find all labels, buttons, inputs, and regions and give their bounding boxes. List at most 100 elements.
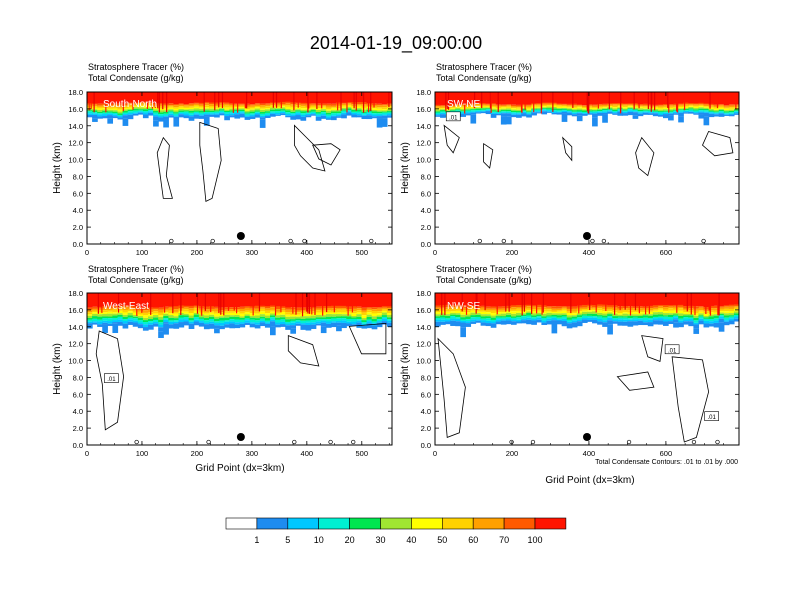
figure-title: 2014-01-19_09:00:00 (310, 33, 482, 54)
tracer-cell (541, 305, 548, 308)
tracer-cell (713, 310, 720, 313)
tracer-cell (708, 110, 715, 112)
tracer-cell (607, 314, 613, 317)
tracer-cell (310, 324, 317, 329)
tracer-cell (632, 115, 639, 119)
tracer-cell (356, 314, 363, 317)
tracer-cell (622, 103, 629, 105)
tracer-cell (173, 320, 180, 322)
tracer-cell (546, 102, 553, 104)
tracer-cell (526, 315, 532, 318)
tracer-cell (117, 116, 124, 118)
tracer-cell (475, 320, 482, 323)
tracer-cell (183, 105, 190, 107)
tracer-cell (581, 113, 588, 114)
tracer-cell (678, 308, 684, 311)
tracer-cell (663, 114, 669, 119)
tracer-cell (718, 313, 725, 316)
tracer-cell (490, 321, 497, 324)
tracer-cell (728, 107, 735, 109)
tracer-cell (320, 114, 327, 116)
tracer-cell (229, 110, 236, 112)
tracer-cell (480, 103, 487, 105)
tracer-cell (193, 110, 200, 112)
tracer-cell (341, 112, 347, 115)
tracer-cell (386, 320, 392, 323)
tracer-cell (678, 110, 684, 112)
tracer-cell (511, 107, 517, 109)
tracer-cell (188, 103, 195, 105)
tracer-cell (435, 307, 441, 310)
tracer-cell (275, 309, 281, 312)
tracer-cell (341, 316, 347, 319)
tracer-cell (576, 317, 583, 320)
tracer-cell (310, 107, 317, 109)
tracer-cell (188, 112, 195, 115)
tracer-cell (361, 293, 368, 308)
tracer-cell (275, 324, 281, 328)
tracer-cell (602, 112, 608, 115)
tracer-cell (698, 315, 705, 317)
tracer-cell (300, 311, 307, 314)
tracer-cell (607, 317, 613, 321)
tracer-cell (688, 111, 694, 113)
tracer-cell (148, 107, 154, 109)
tracer-cell (229, 321, 236, 324)
tracer-cell (500, 107, 507, 109)
tracer-cell (592, 117, 598, 127)
tracer-cell (587, 108, 593, 111)
tracer-cell (440, 109, 446, 111)
condensate-contour (691, 439, 697, 445)
tracer-cell (566, 315, 573, 318)
panel-label-line-1: Stratosphere Tracer (%) (436, 264, 532, 274)
tracer-cell (521, 105, 527, 107)
tracer-cell (703, 111, 710, 113)
tracer-cell (188, 323, 195, 329)
tracer-cell (275, 102, 281, 104)
tracer-cell (678, 322, 684, 328)
tracer-cell (127, 311, 134, 313)
tracer-cell (366, 111, 373, 114)
tracer-cell (259, 105, 266, 107)
tracer-cell (356, 306, 363, 309)
tracer-cell (127, 113, 134, 115)
tracer-cell (521, 103, 527, 106)
location-marker (236, 232, 245, 240)
tracer-cell (203, 113, 210, 115)
tracer-cell (137, 322, 144, 325)
condensate-contour (590, 238, 595, 244)
tracer-cell (336, 314, 342, 317)
tracer-cell (455, 304, 461, 307)
tracer-cell (450, 293, 456, 306)
tracer-cell (168, 109, 175, 111)
tracer-cell (652, 318, 659, 321)
tracer-cell (295, 111, 302, 114)
tracer-cell (516, 293, 522, 305)
tracer-cell (315, 92, 322, 104)
tracer-streak (716, 92, 719, 109)
tracer-cell (158, 112, 164, 115)
tracer-cell (495, 316, 502, 318)
tracer-cell (163, 306, 169, 309)
tracer-cell (371, 316, 378, 320)
tracer-cell (97, 92, 103, 104)
tracer-cell (541, 316, 548, 318)
tracer-cell (346, 311, 352, 313)
tracer-cell (718, 309, 725, 312)
tracer-cell (264, 115, 271, 118)
tracer-cell (254, 311, 261, 314)
tracer-cell (346, 309, 352, 312)
tracer-cell (188, 310, 195, 314)
tracer-cell (97, 108, 103, 111)
tracer-cell (163, 293, 169, 307)
tracer-cell (500, 308, 507, 311)
tracer-cell (264, 106, 271, 109)
tracer-cell (264, 315, 271, 319)
tracer-cell (678, 313, 684, 316)
tracer-cell (163, 313, 169, 316)
tracer-cell (193, 114, 200, 119)
tracer-cell (153, 114, 159, 117)
tracer-cell (445, 315, 451, 319)
tracer-cell (102, 108, 108, 110)
tracer-cell (612, 109, 618, 112)
